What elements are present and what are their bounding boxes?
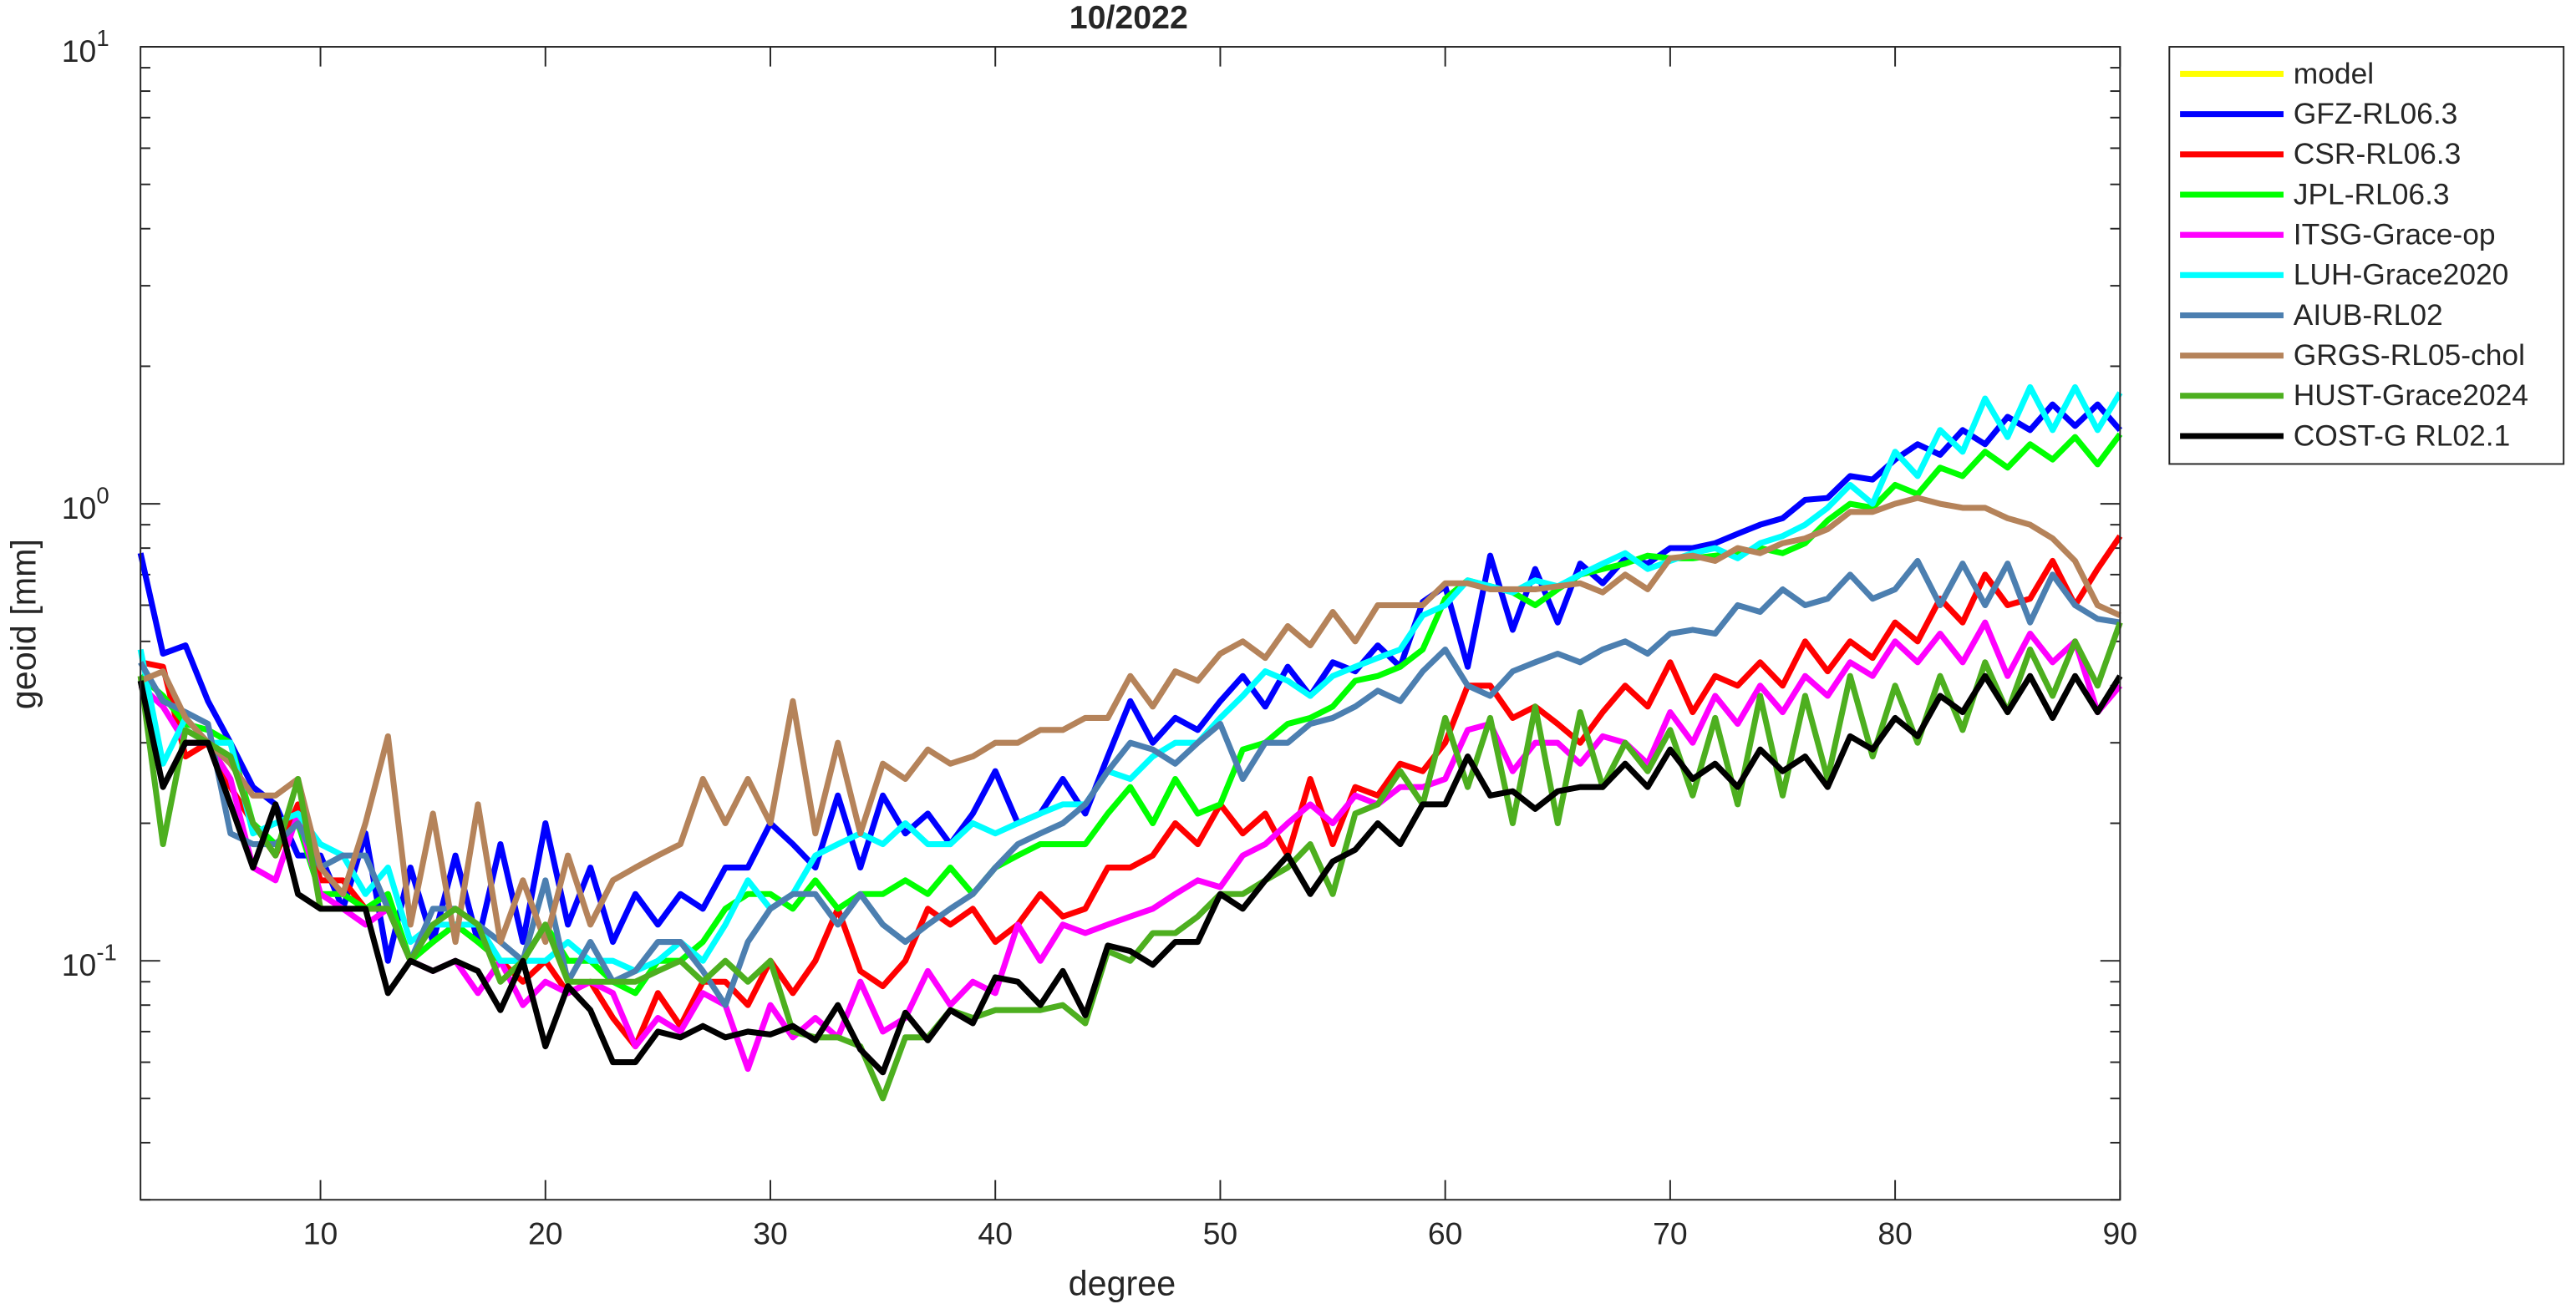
y-axis-label: geoid [mm]	[4, 539, 43, 709]
legend-label: LUH-Grace2020	[2294, 259, 2509, 292]
x-tick-label: 50	[1203, 1215, 1238, 1251]
legend-label: CSR-RL06.3	[2294, 138, 2462, 170]
legend-label: COST-G RL02.1	[2294, 419, 2511, 452]
data-line	[137, 383, 2123, 974]
data-line	[138, 619, 2123, 1073]
y-tick-label: 10-1	[62, 940, 117, 982]
legend-label: AIUB-RL02	[2294, 299, 2443, 332]
y-tick-label: 101	[62, 25, 109, 68]
chart-title: 10/2022	[1070, 0, 1188, 36]
x-tick-label: 60	[1428, 1215, 1463, 1251]
data-line	[138, 432, 2123, 997]
legend-label: JPL-RL06.3	[2294, 178, 2450, 211]
y-tick-label: 100	[62, 483, 109, 525]
x-tick-label: 20	[528, 1215, 563, 1251]
x-tick-label: 10	[303, 1215, 338, 1251]
legend-label: GRGS-RL05-chol	[2294, 339, 2525, 372]
legend-label: GFZ-RL06.3	[2294, 98, 2458, 130]
legend-label: HUST-Grace2024	[2294, 379, 2528, 412]
x-axis-label: degree	[1069, 1264, 1176, 1302]
axes-box	[140, 46, 2121, 1201]
data-line	[137, 621, 2123, 1102]
legend-label: ITSG-Grace-op	[2294, 218, 2496, 251]
data-line	[139, 495, 2121, 946]
data-line	[137, 401, 2123, 964]
x-tick-label: 90	[2103, 1215, 2138, 1251]
x-tick-label: 70	[1653, 1215, 1688, 1251]
plot-area: 10 20 30 40 50 60 70 80 90 101 100 10-1	[62, 25, 2137, 1251]
x-tick-label: 80	[1877, 1215, 1913, 1251]
x-tick-label: 30	[753, 1215, 788, 1251]
data-line	[137, 672, 2123, 1076]
legend-label: model	[2294, 58, 2374, 90]
x-tick-label: 40	[978, 1215, 1013, 1251]
legend: model GFZ-RL06.3 CSR-RL06.3 JPL-RL06.3 ITSG-…	[2168, 46, 2565, 465]
